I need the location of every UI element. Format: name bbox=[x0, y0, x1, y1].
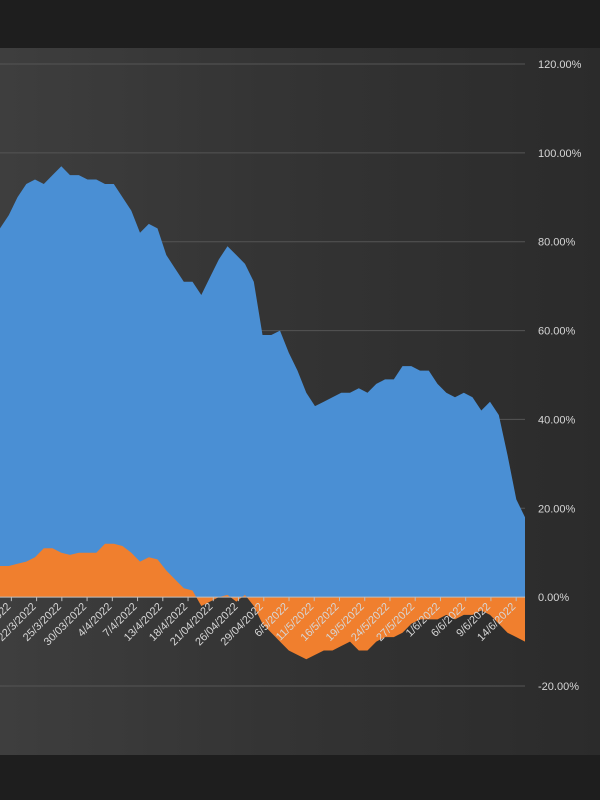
bottom-dark-band bbox=[0, 755, 600, 800]
series-2-area bbox=[0, 543, 525, 660]
y-tick-label: 100.00% bbox=[538, 148, 582, 160]
y-tick-label: 0.00% bbox=[538, 592, 569, 604]
y-tick-label: 120.00% bbox=[538, 59, 582, 71]
series-1-area bbox=[0, 166, 525, 598]
y-tick-label: -20.00% bbox=[538, 681, 579, 693]
top-dark-band bbox=[0, 0, 600, 48]
y-tick-label: 80.00% bbox=[538, 237, 576, 249]
y-tick-label: 40.00% bbox=[538, 414, 576, 426]
y-tick-label: 20.00% bbox=[538, 503, 576, 515]
y-tick-label: 60.00% bbox=[538, 326, 576, 338]
